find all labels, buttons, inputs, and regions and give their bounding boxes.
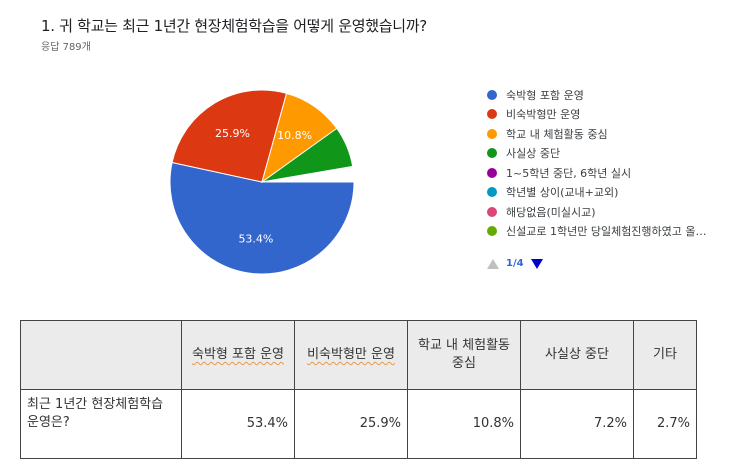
legend-dot-icon	[487, 167, 497, 178]
legend-dot-icon	[487, 206, 497, 217]
legend-pager: 1/4	[487, 258, 543, 269]
legend-dot-icon	[487, 128, 497, 139]
table-cell: 25.9%	[294, 389, 408, 459]
table-row-header: 최근 1년간 현장체험학습 운영은?	[20, 389, 182, 459]
legend-item: 비숙박형만 운영	[487, 105, 707, 125]
legend-label: 사실상 중단	[506, 147, 561, 161]
summary-table: 숙박형 포함 운영 비숙박형만 운영 학교 내 체험활동 중심 사실상 중단 기…	[20, 320, 697, 459]
table-row: 최근 1년간 현장체험학습 운영은? 53.4% 25.9% 10.8% 7.2…	[20, 389, 697, 459]
pie-chart: 53.4% 25.9% 10.8%	[169, 89, 355, 275]
legend-item: 1~5학년 중단, 6학년 실시	[487, 163, 707, 183]
legend-label: 신설교로 1학년만 당일체험진행하였고 올…	[506, 225, 707, 239]
table-cell: 10.8%	[407, 389, 521, 459]
response-count: 응답 789개	[41, 42, 91, 53]
table-header-cell: 사실상 중단	[520, 320, 634, 390]
legend-dot-icon	[487, 109, 497, 120]
legend-dot-icon	[487, 148, 497, 159]
legend-label: 숙박형 포함 운영	[506, 88, 584, 102]
legend-label: 학교 내 체험활동 중심	[506, 127, 608, 141]
legend-item: 신설교로 1학년만 당일체험진행하였고 올…	[487, 222, 707, 242]
slice-label: 10.8%	[277, 129, 312, 142]
table-header-row: 숙박형 포함 운영 비숙박형만 운영 학교 내 체험활동 중심 사실상 중단 기…	[20, 320, 697, 390]
slice-label: 25.9%	[215, 127, 250, 140]
legend-item: 학교 내 체험활동 중심	[487, 124, 707, 144]
legend-item: 사실상 중단	[487, 144, 707, 164]
table-header-cell: 기타	[633, 320, 697, 390]
legend-label: 해당없음(미실시교)	[506, 205, 596, 219]
table-header-cell: 숙박형 포함 운영	[181, 320, 295, 390]
legend-label: 비숙박형만 운영	[506, 108, 581, 122]
previous-page-icon[interactable]	[487, 258, 499, 269]
legend-item: 학년별 상이(교내+교외)	[487, 183, 707, 203]
table-header-cell: 학교 내 체험활동 중심	[407, 320, 521, 390]
legend-dot-icon	[487, 226, 497, 237]
question-title: 1. 귀 학교는 최근 1년간 현장체험학습을 어떻게 운영했습니까?	[41, 17, 427, 35]
table-corner-cell	[20, 320, 182, 390]
table-cell: 2.7%	[633, 389, 697, 459]
table-header-cell: 비숙박형만 운영	[294, 320, 408, 390]
table-cell: 7.2%	[520, 389, 634, 459]
pie-slice	[171, 89, 288, 183]
pie-slice	[169, 161, 355, 275]
legend-item: 해당없음(미실시교)	[487, 202, 707, 222]
legend-label: 1~5학년 중단, 6학년 실시	[506, 166, 632, 180]
legend-dot-icon	[487, 187, 497, 198]
next-page-icon[interactable]	[530, 258, 543, 269]
legend-item: 숙박형 포함 운영	[487, 85, 707, 105]
table-cell: 53.4%	[181, 389, 295, 459]
slice-label: 53.4%	[238, 233, 273, 246]
pie-slice	[261, 165, 355, 183]
legend-label: 학년별 상이(교내+교외)	[506, 186, 619, 200]
legend-dot-icon	[487, 89, 497, 100]
legend-page-indicator: 1/4	[506, 258, 524, 269]
